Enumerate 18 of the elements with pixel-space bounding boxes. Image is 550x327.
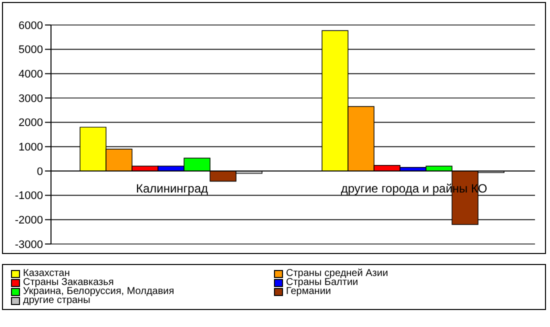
y-tick-label: 3000 — [18, 92, 43, 105]
legend-label: другие страны — [23, 295, 90, 306]
y-tick-label: 0 — [36, 166, 43, 178]
legend-label: Германии — [286, 286, 331, 297]
legend-label: Страны средней Азии — [286, 268, 388, 279]
y-tick-label: -2000 — [14, 214, 43, 227]
y-tick-label: 6000 — [18, 20, 43, 32]
legend-label: Украина, Белоруссия, Молдавия — [23, 286, 174, 297]
legend-label: Казахстан — [23, 268, 70, 279]
legend-label: Страны Балтии — [286, 277, 358, 288]
y-tick-label: -3000 — [14, 238, 43, 251]
legend-label: Страны Закавказья — [23, 277, 114, 288]
y-tick-label: 2000 — [18, 117, 43, 130]
y-tick-label: 4000 — [18, 68, 43, 81]
y-tick-label: 1000 — [18, 142, 43, 154]
y-tick-label: -1000 — [14, 190, 43, 202]
x-tick-label: Калининград — [136, 182, 208, 196]
y-tick-label: 5000 — [18, 44, 43, 56]
